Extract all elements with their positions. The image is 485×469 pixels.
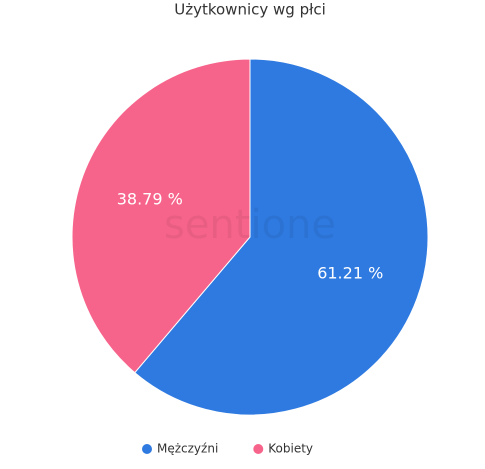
watermark: sentione [164,202,336,248]
chart-title: Użytkownicy wg płci [174,1,326,19]
legend-label: Kobiety [268,442,313,456]
pie-slice [71,58,251,374]
legend-marker [253,444,264,454]
pie-slice [134,58,429,416]
legend-marker [142,444,152,454]
data-label: 61.21 % [317,263,383,282]
legend-label: Mężczyźni [157,442,218,456]
data-label: 38.79 % [117,190,183,209]
